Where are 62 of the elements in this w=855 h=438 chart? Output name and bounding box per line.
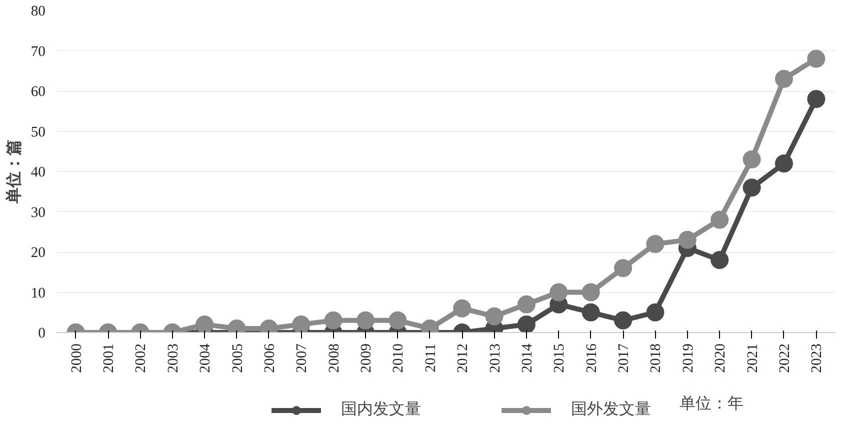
point xyxy=(710,251,729,270)
text: 单位：年 xyxy=(680,394,744,412)
x-tick-label: 2019 xyxy=(680,344,696,373)
point xyxy=(614,259,632,278)
x-tick-label: 2001 xyxy=(101,344,118,373)
point xyxy=(774,70,793,88)
x-tick-label: 2022 xyxy=(776,344,793,373)
y-tick-label: 30 xyxy=(30,204,46,221)
point xyxy=(550,283,568,302)
y-tick-label: 70 xyxy=(30,44,46,60)
point xyxy=(710,210,729,229)
x-tick-label: 2009 xyxy=(358,344,375,373)
x-tick-label: 2000 xyxy=(68,344,85,373)
point xyxy=(196,315,214,332)
x-tick-label: 2006 xyxy=(262,344,278,373)
x-tick-label: 2004 xyxy=(198,342,214,373)
y-tick-label: 10 xyxy=(30,285,46,302)
x-tick-label: 2015 xyxy=(552,344,568,373)
x-tick-label: 2005 xyxy=(230,344,246,373)
point xyxy=(774,154,793,172)
x-tick-label: 2014 xyxy=(519,342,536,373)
point xyxy=(485,307,504,326)
point xyxy=(582,283,600,302)
x-tick-label: 2011 xyxy=(422,343,439,372)
x-tick-label: 2020 xyxy=(712,344,729,373)
point xyxy=(678,230,696,249)
point xyxy=(453,299,472,318)
point xyxy=(742,150,761,168)
point xyxy=(388,311,407,330)
legend-label: 国外发文量 xyxy=(571,399,651,420)
legend-label: 国内发文量 xyxy=(341,399,421,420)
point xyxy=(807,90,826,108)
point xyxy=(517,315,536,332)
point xyxy=(356,311,375,330)
x-tick-label: 2012 xyxy=(455,344,472,373)
x-tick-label: 2021 xyxy=(744,344,761,373)
point xyxy=(646,303,664,322)
x-tick-label: 2023 xyxy=(809,344,826,373)
x-tick-label: 2003 xyxy=(165,344,182,373)
y-tick-label: 20 xyxy=(30,245,46,261)
point xyxy=(324,311,342,330)
point xyxy=(292,315,310,332)
point xyxy=(614,311,632,330)
x-tick-label: 2016 xyxy=(584,344,600,373)
y-tick-label: 40 xyxy=(30,164,46,180)
y-tick-label: 80 xyxy=(30,4,46,20)
x-tick-label: 2002 xyxy=(133,344,150,373)
point xyxy=(807,50,826,68)
y-axis-title: 单位：篇 xyxy=(4,140,23,204)
x-tick-label: 2008 xyxy=(326,344,342,373)
x-tick-label: 2017 xyxy=(616,344,632,373)
x-tick-label: 2013 xyxy=(487,344,504,373)
x-tick-label: 2010 xyxy=(390,344,407,373)
point xyxy=(517,295,536,314)
y-tick-label: 0 xyxy=(38,326,46,342)
point xyxy=(646,234,664,253)
y-tick-label: 50 xyxy=(30,124,46,140)
point xyxy=(582,303,600,322)
x-tick-label: 2018 xyxy=(648,344,664,373)
point xyxy=(742,178,761,197)
y-tick-label: 60 xyxy=(30,84,46,100)
x-tick-label: 2007 xyxy=(294,344,310,373)
